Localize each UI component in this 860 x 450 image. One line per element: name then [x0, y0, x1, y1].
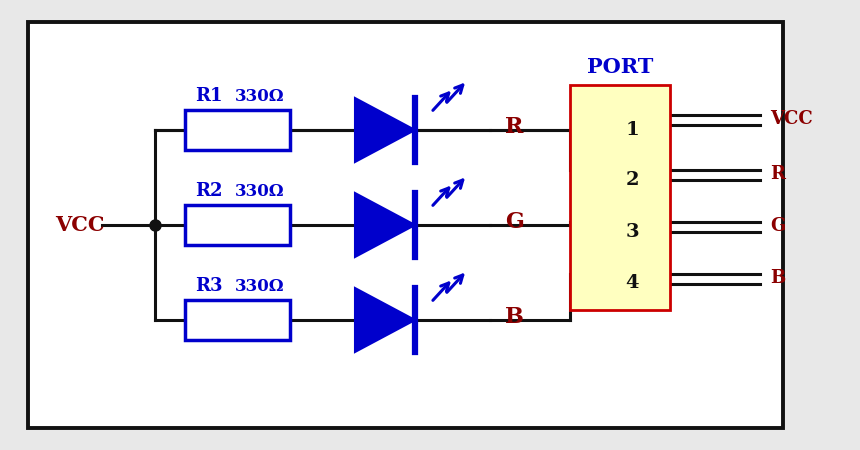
Text: VCC: VCC — [770, 110, 813, 128]
Polygon shape — [355, 193, 415, 257]
Text: R: R — [505, 116, 524, 138]
Text: 1: 1 — [625, 121, 639, 139]
Text: R: R — [770, 165, 785, 183]
Text: 4: 4 — [625, 274, 639, 292]
Text: 330Ω: 330Ω — [236, 183, 285, 200]
Text: R2: R2 — [195, 182, 223, 200]
Text: 2: 2 — [625, 171, 639, 189]
Text: R1: R1 — [195, 87, 223, 105]
Text: VCC: VCC — [55, 215, 105, 235]
Text: 330Ω: 330Ω — [236, 278, 285, 295]
Text: PORT: PORT — [587, 57, 654, 77]
Text: G: G — [505, 211, 524, 233]
Text: B: B — [770, 269, 785, 287]
Text: R3: R3 — [195, 277, 223, 295]
Bar — [185, 300, 290, 340]
Text: 330Ω: 330Ω — [236, 88, 285, 105]
Polygon shape — [355, 288, 415, 352]
Bar — [185, 110, 290, 150]
Bar — [185, 205, 290, 245]
Text: G: G — [770, 217, 785, 235]
Text: B: B — [505, 306, 524, 328]
Polygon shape — [355, 98, 415, 162]
Bar — [28, 22, 783, 428]
Text: 3: 3 — [625, 223, 639, 241]
Bar — [570, 85, 670, 310]
